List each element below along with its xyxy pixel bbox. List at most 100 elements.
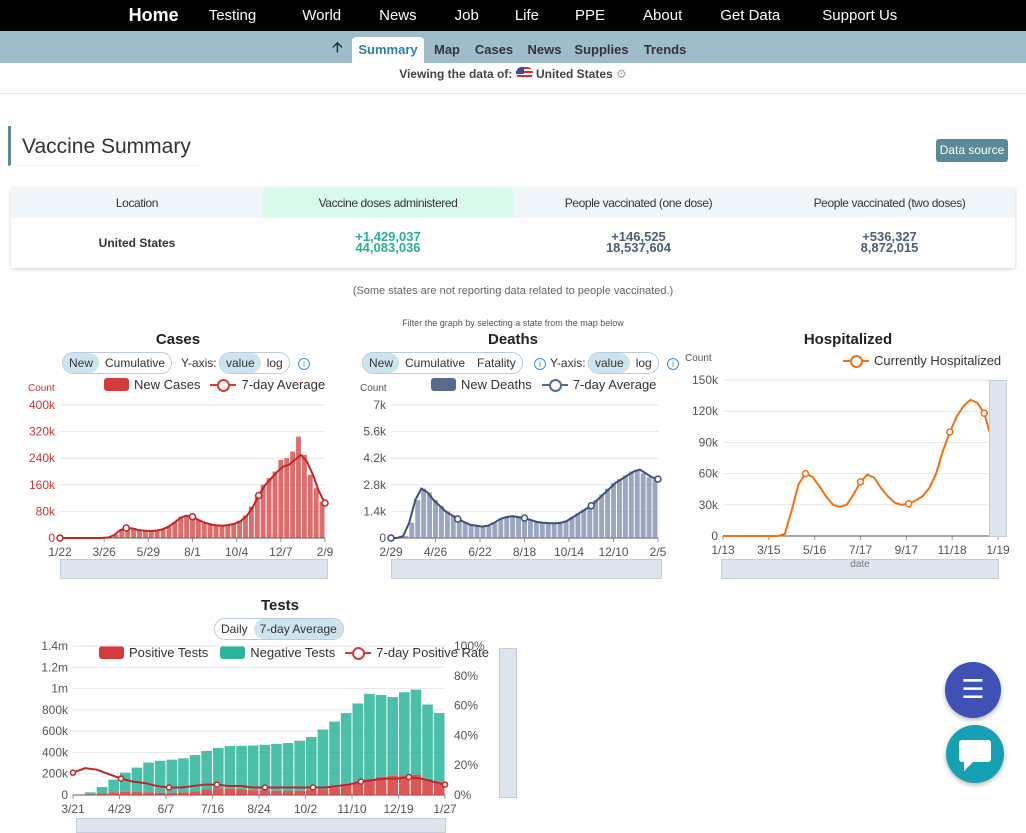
deaths-legend-avg[interactable]: 7-day Average xyxy=(572,377,657,392)
bar xyxy=(207,524,213,538)
y-tick-label: 150k xyxy=(692,373,719,387)
data-source-button[interactable]: Data source xyxy=(936,139,1008,162)
cases-yaxis-label: Y-axis: xyxy=(181,356,217,370)
deaths-info-icon[interactable]: i xyxy=(667,358,679,370)
bar xyxy=(634,469,640,538)
nav-world[interactable]: World xyxy=(302,7,342,24)
x-tick-label: 2/9 xyxy=(317,545,334,559)
tab-cases[interactable]: Cases xyxy=(474,42,514,57)
deaths-cumulative-option[interactable]: Cumulative xyxy=(405,356,466,370)
deaths-log-option[interactable]: log xyxy=(635,356,652,370)
hosp-legend-label[interactable]: Currently Hospitalized xyxy=(874,353,1002,368)
tests-vertical-slider[interactable] xyxy=(499,648,517,798)
viewing-location-name[interactable]: United States xyxy=(536,67,613,81)
cases-legend: New Cases 7-day Average xyxy=(104,377,325,392)
chat-fab-button[interactable] xyxy=(946,725,1004,783)
cases-scale-toggle[interactable]: value log xyxy=(219,352,290,374)
nav-job[interactable]: Job xyxy=(454,7,479,24)
tests-zoom-slider[interactable] xyxy=(76,818,446,833)
doses-total: 44,083,036 xyxy=(355,240,421,255)
deaths-mode-toggle[interactable]: New Cumulative Fatality xyxy=(362,352,523,374)
line-point xyxy=(856,478,865,486)
line-point xyxy=(654,475,662,483)
cases-chart[interactable]: 0 80k 160k 240k 320k 400k 1/22 3/26 5/29 8/1 10/4 1… xyxy=(0,395,340,560)
cases-log-option[interactable]: log xyxy=(266,356,283,370)
tests-mode-toggle[interactable]: Daily 7-day Average xyxy=(214,618,344,640)
tab-supplies[interactable]: Supplies xyxy=(574,42,629,57)
tests-chart[interactable]: 0 200k 400k 600k 800k 1m 1.2m 1.4m 3/21 4/29 6/7 7/… xyxy=(0,635,500,820)
deaths-value-option[interactable]: value xyxy=(589,353,630,373)
nav-testing[interactable]: Testing xyxy=(208,7,257,24)
tests-legend-rate[interactable]: 7-day Positive Rate xyxy=(376,645,490,660)
tab-summary[interactable]: Summary xyxy=(352,37,424,63)
nav-support-us[interactable]: Support Us xyxy=(822,7,898,24)
y-tick-label: 1.4k xyxy=(363,504,387,518)
cell-two-doses: +536,327 8,872,015 xyxy=(764,218,1015,268)
positive-bar xyxy=(85,794,96,795)
deaths-legend-new[interactable]: New Deaths xyxy=(461,377,532,392)
deaths-ylabel: Count xyxy=(360,383,387,394)
tab-trends[interactable]: Trends xyxy=(643,42,687,57)
deaths-fatality-option[interactable]: Fatality xyxy=(477,356,516,370)
cases-zoom-slider[interactable] xyxy=(60,559,328,579)
x-tick-label: 11/10 xyxy=(337,802,366,816)
nav-news[interactable]: News xyxy=(379,7,417,24)
bar xyxy=(260,484,266,538)
cases-legend-avg[interactable]: 7-day Average xyxy=(241,377,326,392)
y-tick-label: 30k xyxy=(699,498,719,512)
y-tick-label: 60k xyxy=(699,467,719,481)
nav-get-data[interactable]: Get Data xyxy=(720,7,781,24)
nav-ppe[interactable]: PPE xyxy=(575,7,606,24)
cases-cumulative-option[interactable]: Cumulative xyxy=(105,356,166,370)
cases-mode-toggle[interactable]: New Cumulative xyxy=(62,352,173,374)
bar xyxy=(166,526,172,538)
y-tick-label: 400k xyxy=(29,398,56,412)
deaths-chart[interactable]: 0 1.4k 2.8k 4.2k 5.6k 7k 2/29 4/26 6/22 8/18 10/14… xyxy=(340,395,680,560)
bar xyxy=(498,519,504,538)
bar xyxy=(119,529,125,538)
settings-gear-icon[interactable]: ⚙ xyxy=(616,67,627,81)
negative-bar xyxy=(364,693,375,780)
bar xyxy=(569,517,575,538)
nav-home[interactable]: Home xyxy=(128,5,179,25)
bar xyxy=(616,479,622,538)
line-point xyxy=(321,499,329,507)
cases-new-option[interactable]: New xyxy=(63,353,100,373)
tab-news[interactable]: News xyxy=(527,42,562,57)
tests-7day-option[interactable]: 7-day Average xyxy=(253,619,343,639)
cases-value-option[interactable]: value xyxy=(220,353,261,373)
positive-bar xyxy=(340,785,352,795)
tests-legend-positive[interactable]: Positive Tests xyxy=(129,645,209,660)
cases-info-icon[interactable]: i xyxy=(298,358,310,370)
deaths-zoom-slider[interactable] xyxy=(391,559,662,579)
negative-bar xyxy=(375,694,387,777)
y2-tick-label: 100% xyxy=(454,639,485,653)
bar xyxy=(201,522,207,538)
tab-map[interactable]: Map xyxy=(434,42,460,57)
deaths-fatality-info-icon[interactable]: i xyxy=(534,358,546,370)
hosp-vertical-slider[interactable] xyxy=(989,380,1007,537)
x-tick-label: 3/15 xyxy=(757,543,781,557)
nav-about[interactable]: About xyxy=(643,7,683,24)
bar xyxy=(640,473,646,538)
positive-bar xyxy=(387,775,398,795)
x-tick-label: 1/13 xyxy=(711,543,735,557)
negative-bar xyxy=(271,743,282,791)
bar xyxy=(237,520,243,538)
y-tick-label: 0 xyxy=(379,531,386,545)
cases-legend-new[interactable]: New Cases xyxy=(134,377,201,392)
tests-daily-option[interactable]: Daily xyxy=(221,622,248,636)
bar xyxy=(148,531,154,538)
deaths-new-option[interactable]: New xyxy=(363,353,400,373)
scroll-up-arrow-icon[interactable]: 🡩 xyxy=(332,39,343,56)
nav-life[interactable]: Life xyxy=(514,7,540,24)
negative-bar xyxy=(340,713,352,786)
hosp-zoom-slider[interactable]: date xyxy=(721,559,999,579)
doses-increase: +1,429,037 xyxy=(355,229,421,244)
deaths-scale-toggle[interactable]: value log xyxy=(588,352,659,374)
menu-fab-button[interactable]: ☰ xyxy=(945,662,1001,718)
negative-bar xyxy=(131,767,143,793)
hosp-chart[interactable]: 0 30k 60k 90k 120k 150k 1/13 3/15 5/16 7/17 9/17 11… xyxy=(680,370,1026,560)
bar xyxy=(195,519,201,538)
tests-legend-negative[interactable]: Negative Tests xyxy=(250,645,336,660)
